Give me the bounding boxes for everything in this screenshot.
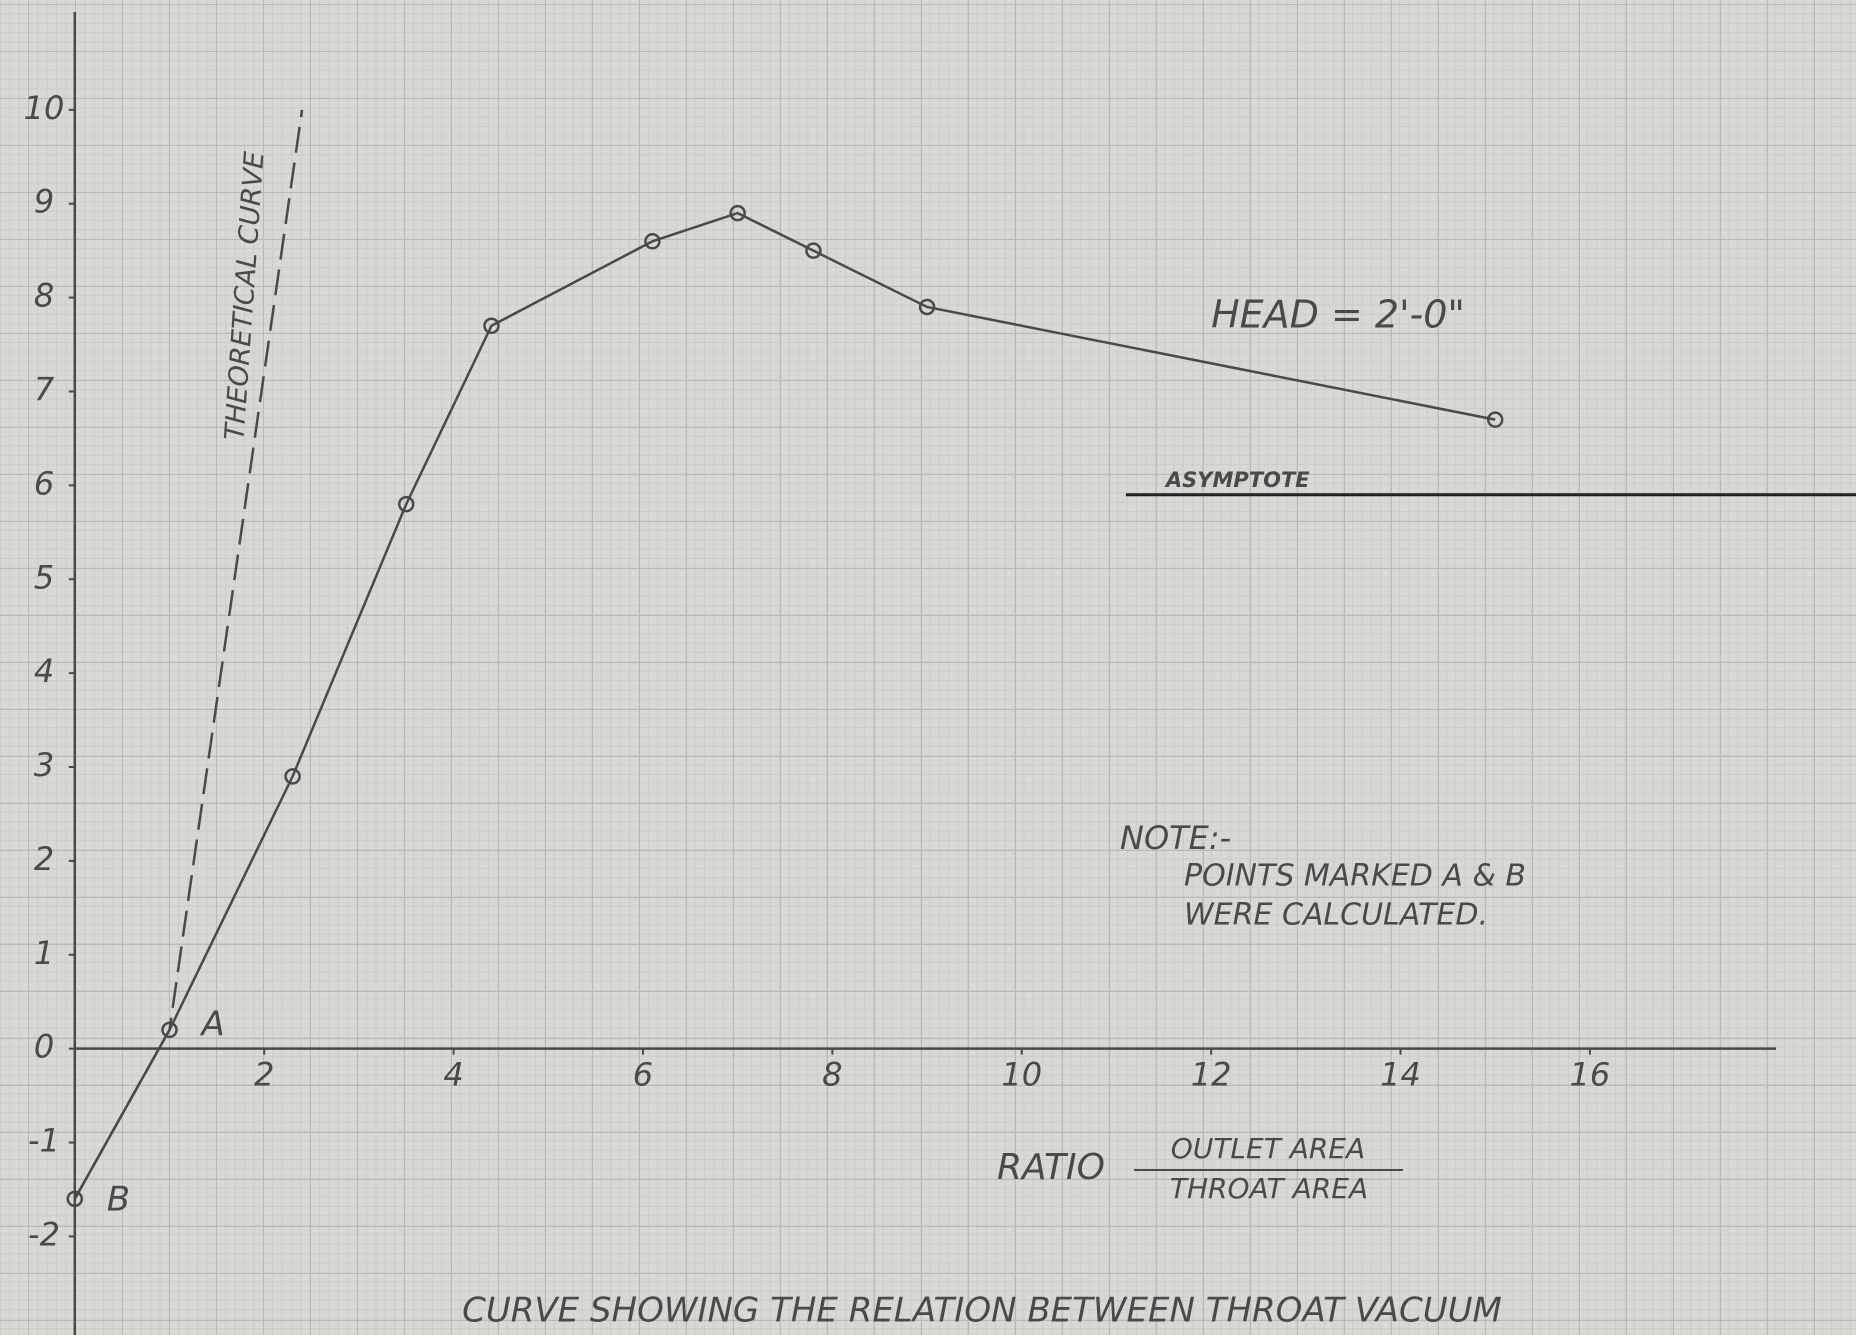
point-label: B xyxy=(107,1179,130,1219)
x-tick-label: 10 xyxy=(1001,1056,1042,1094)
y-tick-label: 4 xyxy=(34,652,54,690)
point-label: A xyxy=(200,1004,225,1044)
x-label-denominator: THROAT AREA xyxy=(1170,1172,1368,1205)
chart-title: CURVE SHOWING THE RELATION BETWEEN THROA… xyxy=(462,1291,1502,1331)
asymptote-label: ASYMPTOTE xyxy=(1164,468,1310,492)
data-point xyxy=(66,1190,84,1208)
x-tick-label: 14 xyxy=(1380,1056,1421,1094)
data-point xyxy=(1486,411,1504,428)
series-label: HEAD = 2'-0" xyxy=(1211,293,1465,337)
y-tick-label: 6 xyxy=(34,464,54,502)
x-label-prefix: RATIO xyxy=(997,1147,1105,1188)
x-tick-label: 4 xyxy=(443,1056,463,1094)
x-tick-label: 2 xyxy=(254,1056,274,1094)
data-point xyxy=(483,317,500,335)
note-line: POINTS MARKED A & B xyxy=(1184,859,1526,894)
y-tick-label: -1 xyxy=(28,1122,60,1160)
x-tick-label: 6 xyxy=(633,1056,653,1094)
data-point xyxy=(397,495,415,513)
y-tick-label: 3 xyxy=(34,746,54,784)
y-tick-label: 7 xyxy=(34,370,55,408)
y-tick-label: 8 xyxy=(34,277,54,315)
data-point xyxy=(729,204,746,222)
y-tick-label: 5 xyxy=(34,558,54,596)
y-tick-label: 1 xyxy=(34,934,54,972)
y-tick-label: 2 xyxy=(34,840,54,878)
x-tick-label: 16 xyxy=(1570,1056,1611,1094)
y-tick-label: 9 xyxy=(34,183,54,221)
y-tick-label: 10 xyxy=(24,89,65,127)
x-label-numerator: OUTLET AREA xyxy=(1171,1132,1365,1165)
note-line: WERE CALCULATED. xyxy=(1184,898,1488,933)
x-tick-label: 8 xyxy=(822,1056,842,1094)
note-title: NOTE:- xyxy=(1120,819,1231,857)
data-line xyxy=(73,211,1496,1200)
y-tick-label: 0 xyxy=(34,1028,54,1066)
data-point xyxy=(918,298,936,316)
data-point xyxy=(805,242,822,259)
theoretical-curve xyxy=(73,109,304,1200)
data-point xyxy=(644,233,661,250)
series-label: THEORETICAL CURVE xyxy=(219,151,270,442)
x-tick-label: 12 xyxy=(1191,1056,1232,1094)
data-point xyxy=(284,768,301,785)
y-tick-label: -2 xyxy=(28,1215,60,1253)
